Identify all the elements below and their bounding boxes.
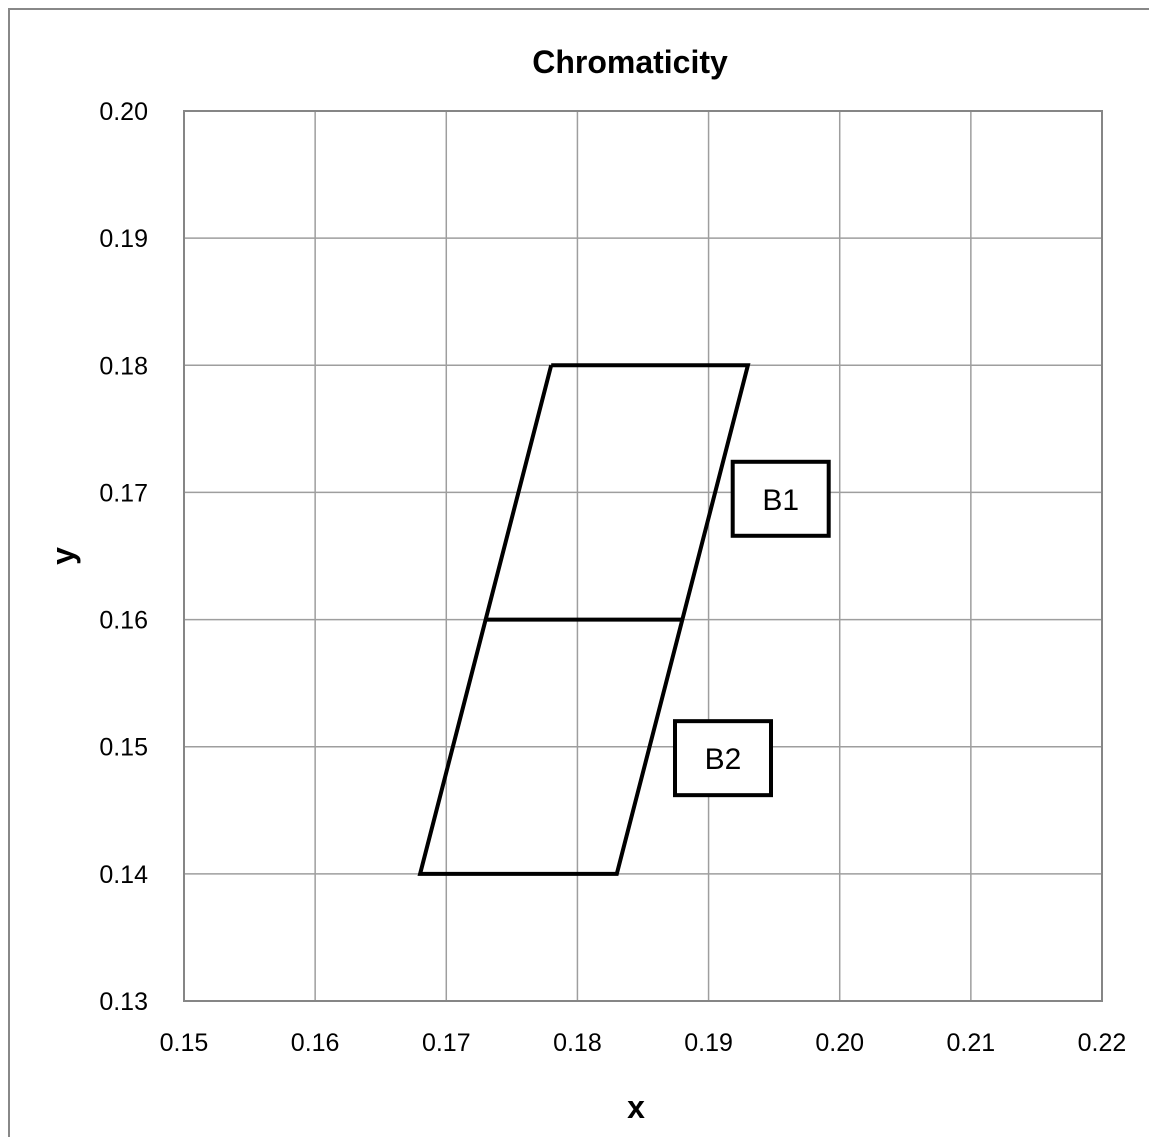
region-label-box	[730, 459, 831, 538]
region-label: B1	[762, 484, 799, 517]
x-tick-label: 0.20	[815, 1029, 864, 1057]
y-tick-label: 0.15	[99, 734, 148, 762]
y-tick-label: 0.17	[99, 479, 148, 507]
y-tick-label: 0.19	[99, 225, 148, 253]
x-tick-label: 0.17	[422, 1029, 471, 1057]
x-tick-label: 0.18	[553, 1029, 602, 1057]
region-labels: B1 B2	[672, 459, 831, 798]
y-axis-ticks: 0.13 0.14 0.15 0.16 0.17 0.18 0.19 0.20	[99, 98, 148, 1016]
series-group	[417, 363, 751, 876]
gridlines	[183, 110, 1103, 1002]
x-tick-label: 0.22	[1078, 1029, 1127, 1057]
x-axis-ticks: 0.15 0.16 0.17 0.18 0.19 0.20 0.21 0.22	[160, 1029, 1127, 1057]
series-line-1	[417, 363, 751, 876]
y-tick-label: 0.16	[99, 607, 148, 635]
x-tick-label: 0.19	[684, 1029, 733, 1057]
x-axis-title: x	[627, 1089, 645, 1125]
region-label: B2	[705, 743, 742, 776]
y-tick-label: 0.14	[99, 861, 148, 889]
y-tick-label: 0.18	[99, 352, 148, 380]
y-axis-title: y	[45, 547, 81, 565]
plot-border	[183, 110, 1103, 1002]
y-tick-label: 0.20	[99, 98, 148, 126]
x-tick-label: 0.15	[160, 1029, 209, 1057]
x-tick-label: 0.21	[947, 1029, 996, 1057]
chart-title: Chromaticity	[532, 44, 728, 80]
y-tick-label: 0.13	[99, 988, 148, 1016]
x-tick-label: 0.16	[291, 1029, 340, 1057]
chart-area	[8, 8, 1149, 1137]
plot-area-border	[183, 110, 1103, 1002]
region-label-box	[672, 719, 773, 798]
